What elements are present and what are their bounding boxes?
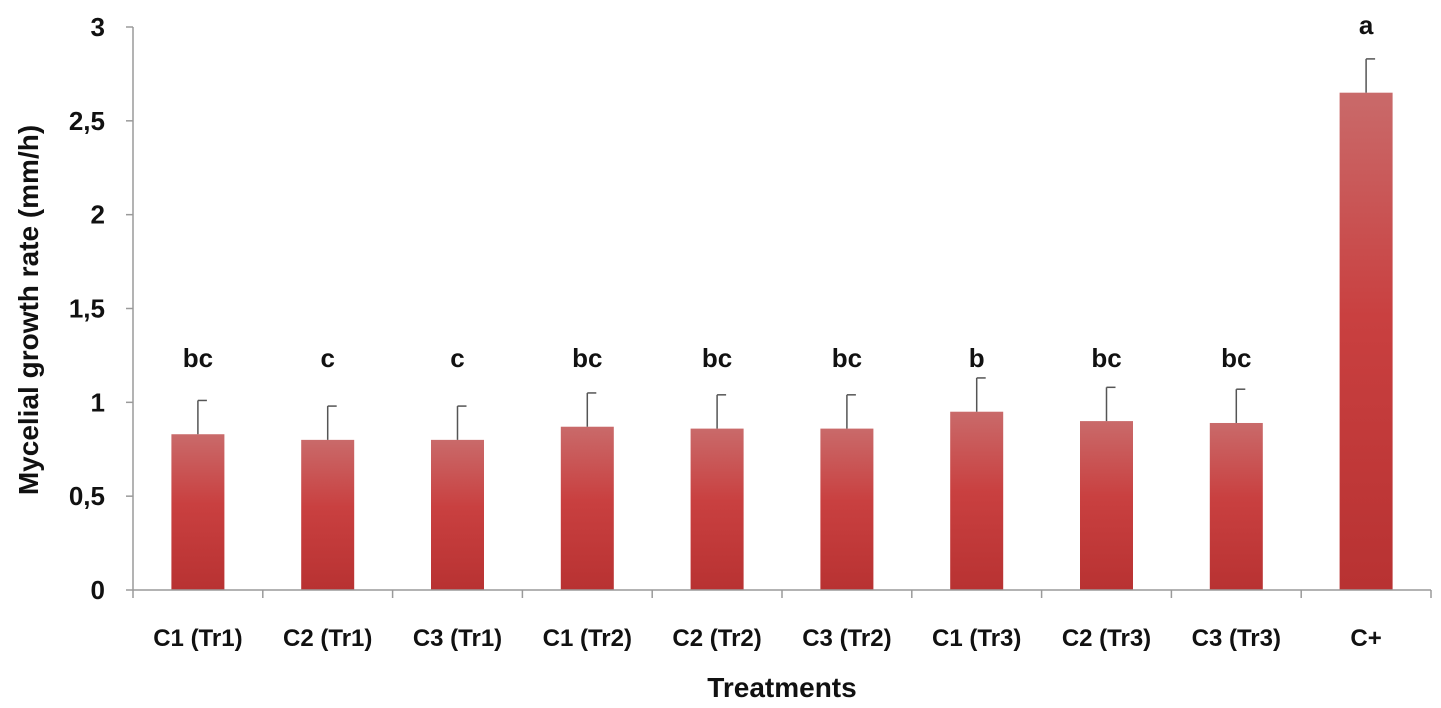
y-tick-label: 0,5: [69, 481, 105, 511]
bar: [431, 439, 484, 590]
bar: [171, 434, 225, 590]
bar: [950, 411, 1004, 590]
x-tick-label: C1 (Tr2): [543, 625, 632, 652]
x-tick-label: C3 (Tr2): [802, 625, 891, 652]
y-tick-label: 1,5: [69, 294, 105, 324]
y-tick-label: 3: [91, 12, 105, 42]
significance-letter: bc: [1091, 343, 1121, 373]
x-tick-label: C3 (Tr1): [413, 625, 502, 652]
x-tick-label: C2 (Tr3): [1062, 625, 1151, 652]
significance-letter: a: [1359, 10, 1374, 40]
bar: [560, 426, 614, 590]
y-axis-title: Mycelial growth rate (mm/h): [13, 125, 44, 495]
significance-letter: bc: [572, 343, 602, 373]
significance-letter: b: [969, 343, 985, 373]
significance-letter: bc: [702, 343, 732, 373]
significance-letter: bc: [1221, 343, 1251, 373]
y-tick-label: 1: [91, 387, 105, 417]
x-tick-label: C3 (Tr3): [1192, 625, 1281, 652]
bar: [1080, 421, 1133, 590]
bar: [301, 439, 355, 590]
y-tick-label: 0: [91, 575, 105, 605]
x-tick-label: C2 (Tr2): [672, 625, 761, 652]
bar: [1339, 92, 1393, 590]
x-tick-label: C+: [1350, 625, 1381, 652]
significance-letter: bc: [832, 343, 862, 373]
x-tick-label: C2 (Tr1): [283, 625, 372, 652]
y-tick-label: 2,5: [69, 106, 105, 136]
x-tick-label: C1 (Tr3): [932, 625, 1021, 652]
bar: [690, 428, 744, 590]
significance-letter: c: [320, 343, 334, 373]
bar: [1209, 422, 1263, 590]
x-tick-label: C1 (Tr1): [153, 625, 242, 652]
y-tick-label: 2: [91, 200, 105, 230]
bar: [820, 428, 874, 590]
x-axis-title: Treatments: [707, 672, 856, 703]
significance-letter: bc: [183, 343, 213, 373]
significance-letter: c: [450, 343, 464, 373]
